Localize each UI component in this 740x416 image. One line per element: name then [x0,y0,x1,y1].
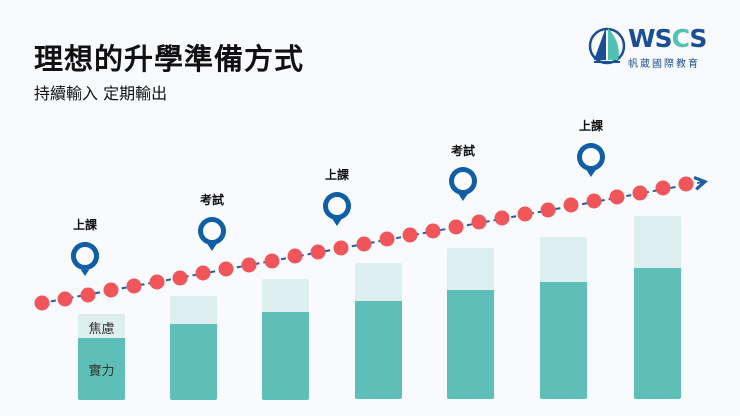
location-pin-icon [70,242,99,276]
bar-4-ability [355,301,402,399]
event-label-3: 上課 [324,168,350,182]
logo-subtitle: 帆葳國際教育 [628,59,700,70]
bar-7-ability [634,268,681,399]
bar-2-anxiety [170,296,217,324]
progress-dots [34,176,694,311]
location-pin-icon [323,192,351,226]
bar-1: 焦慮 實力 [78,314,125,400]
bar-7-anxiety [634,216,681,268]
bar-5 [447,248,494,399]
anxiety-label: 焦慮 [88,322,115,337]
logo-wordmark: WSCS [628,24,707,53]
bar-7 [634,216,681,399]
bar-5-anxiety [447,248,494,290]
bar-3-anxiety [262,279,309,312]
event-label-5: 上課 [578,119,604,133]
event-label-4: 考試 [450,144,476,158]
bar-1-ability: 實力 [78,338,125,400]
bar-3-ability [262,312,309,400]
page-subtitle: 持續輸入 定期輸出 [34,84,168,103]
bar-2 [170,296,217,400]
location-pin-icon [449,167,477,201]
location-pin-icon [198,217,226,251]
ability-label: 實力 [88,364,115,379]
bar-5-ability [447,290,494,399]
bar-6-anxiety [540,237,587,282]
bar-4 [355,263,402,399]
event-label-1: 上課 [72,218,98,232]
bar-2-ability [170,324,217,400]
sailboat-logo-icon [588,27,626,65]
page-title: 理想的升學準備方式 [34,42,305,76]
bar-3 [262,279,309,400]
wscs-logo: WSCS 帆葳國際教育 [588,24,708,74]
bar-6-ability [540,282,587,399]
bar-1-anxiety: 焦慮 [78,314,125,338]
event-label-2: 考試 [199,193,225,207]
location-pin-icon [577,143,605,177]
bar-6 [540,237,587,399]
bar-4-anxiety [355,263,402,301]
